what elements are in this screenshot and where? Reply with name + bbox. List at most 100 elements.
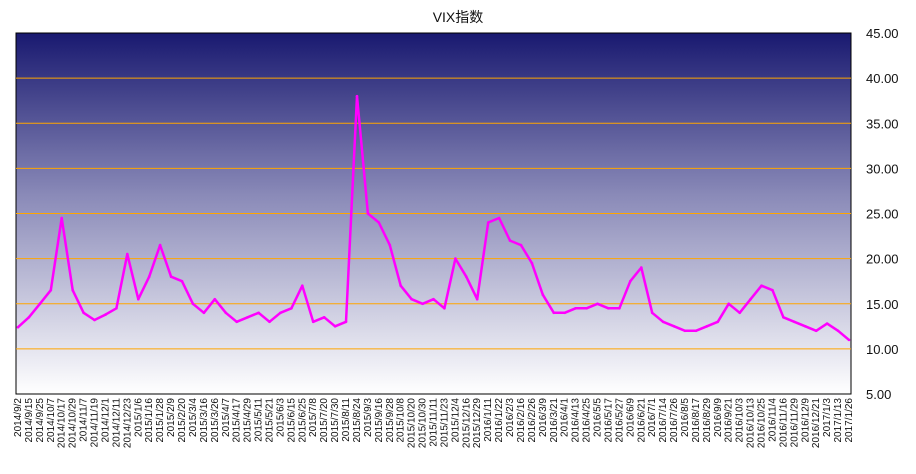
x-tick-label: 2016/10/13	[746, 398, 757, 448]
data-point	[191, 302, 195, 306]
x-tick-label: 2015/12/4	[450, 398, 461, 443]
data-point	[607, 307, 610, 310]
x-tick-label: 2016/6/21	[636, 398, 647, 443]
series-layer	[16, 94, 851, 342]
x-tick-label: 2016/2/3	[505, 398, 516, 437]
x-tick-label: 2014/10/29	[68, 398, 79, 448]
x-tick-label: 2016/4/1	[560, 398, 571, 437]
x-tick-label: 2016/10/25	[757, 398, 768, 448]
data-point	[705, 325, 709, 328]
data-point	[60, 216, 63, 220]
x-tick-label: 2016/5/27	[614, 398, 625, 443]
x-tick-label: 2016/2/26	[527, 398, 538, 443]
x-tick-label: 2016/6/9	[625, 398, 636, 437]
x-tick-label: 2015/8/11	[341, 398, 352, 442]
data-point	[344, 320, 348, 324]
x-tick-label: 2016/7/14	[658, 398, 669, 443]
x-tick-label: 2015/11/23	[439, 398, 450, 448]
data-point	[104, 313, 107, 316]
data-point	[804, 325, 807, 328]
data-point	[38, 302, 42, 306]
data-point	[93, 318, 96, 322]
x-tick-label: 2016/8/17	[691, 398, 702, 443]
data-point	[814, 329, 818, 333]
data-point	[432, 297, 435, 301]
data-point	[629, 279, 632, 283]
x-tick-label: 2015/4/7	[221, 398, 232, 437]
x-tick-label: 2014/9/15	[24, 398, 35, 443]
x-tick-label: 2016/3/9	[538, 398, 549, 437]
data-point	[290, 307, 293, 310]
data-point	[847, 338, 851, 342]
data-point	[640, 266, 643, 269]
x-tick-label: 2016/12/21	[811, 398, 822, 448]
x-tick-label: 2015/3/16	[199, 398, 210, 443]
x-tick-label: 2015/1/16	[144, 398, 155, 443]
data-point	[727, 302, 730, 306]
y-tick-label: 5.00	[866, 387, 891, 402]
data-point	[454, 257, 457, 260]
data-point	[311, 320, 315, 324]
x-tick-label: 2015/2/20	[177, 398, 188, 443]
data-point	[366, 212, 370, 215]
data-point	[825, 322, 829, 325]
data-point	[322, 316, 326, 319]
data-point	[782, 316, 785, 319]
data-point	[377, 221, 381, 224]
data-point	[793, 320, 796, 324]
data-point	[475, 297, 479, 301]
x-tick-label: 2015/7/20	[319, 398, 330, 443]
x-tick-label: 2017/1/26	[844, 398, 855, 443]
x-tick-label: 2014/9/25	[35, 398, 46, 443]
data-point	[399, 284, 403, 288]
data-point	[410, 297, 413, 301]
data-point	[235, 320, 238, 324]
x-tick-label: 2015/4/29	[243, 398, 254, 443]
data-point	[388, 243, 392, 247]
x-tick-label: 2016/11/4	[767, 398, 778, 442]
data-point	[158, 243, 162, 247]
x-tick-label: 2015/12/16	[461, 398, 472, 448]
y-tick-label: 25.00	[866, 207, 899, 222]
data-point	[519, 243, 523, 247]
data-point	[443, 307, 446, 310]
data-point	[71, 288, 74, 292]
x-tick-label: 2015/10/30	[418, 398, 429, 448]
data-point	[683, 329, 687, 333]
x-tick-label: 2015/10/8	[396, 398, 407, 443]
data-point	[618, 307, 621, 310]
x-tick-label: 2014/9/2	[13, 398, 24, 437]
x-tick-label: 2015/8/24	[352, 398, 363, 443]
x-tick-label: 2015/1/28	[155, 398, 166, 443]
y-tick-label: 40.00	[866, 71, 899, 86]
x-tick-label: 2016/11/16	[778, 398, 789, 448]
data-point	[596, 302, 599, 306]
data-point	[836, 329, 840, 333]
x-tick-label: 2015/11/11	[429, 398, 440, 447]
x-tick-label: 2014/10/7	[46, 398, 57, 443]
x-tick-label: 2014/12/11	[111, 398, 122, 448]
data-point	[552, 311, 556, 315]
x-tick-label: 2015/6/15	[286, 398, 297, 443]
x-tick-label: 2016/4/25	[582, 398, 593, 443]
x-tick-label: 2017/1/3	[822, 398, 833, 437]
data-point	[574, 307, 577, 310]
x-tick-label: 2015/5/21	[264, 398, 275, 443]
x-tick-label: 2017/1/13	[833, 398, 844, 443]
data-point	[27, 316, 31, 319]
x-tick-label: 2016/1/22	[494, 398, 505, 443]
data-point	[508, 239, 512, 242]
data-point	[355, 94, 359, 98]
y-tick-label: 10.00	[866, 342, 899, 357]
data-point	[672, 325, 676, 328]
data-point	[650, 311, 654, 315]
data-point	[137, 297, 140, 301]
x-tick-label: 2015/6/25	[297, 398, 308, 443]
data-point	[738, 311, 741, 315]
x-tick-label: 2016/5/17	[603, 398, 614, 443]
data-point	[257, 311, 260, 315]
x-tick-label: 2015/7/8	[308, 398, 319, 437]
data-point	[497, 216, 501, 220]
x-tick-label: 2015/7/30	[330, 398, 341, 443]
data-point	[749, 297, 752, 301]
